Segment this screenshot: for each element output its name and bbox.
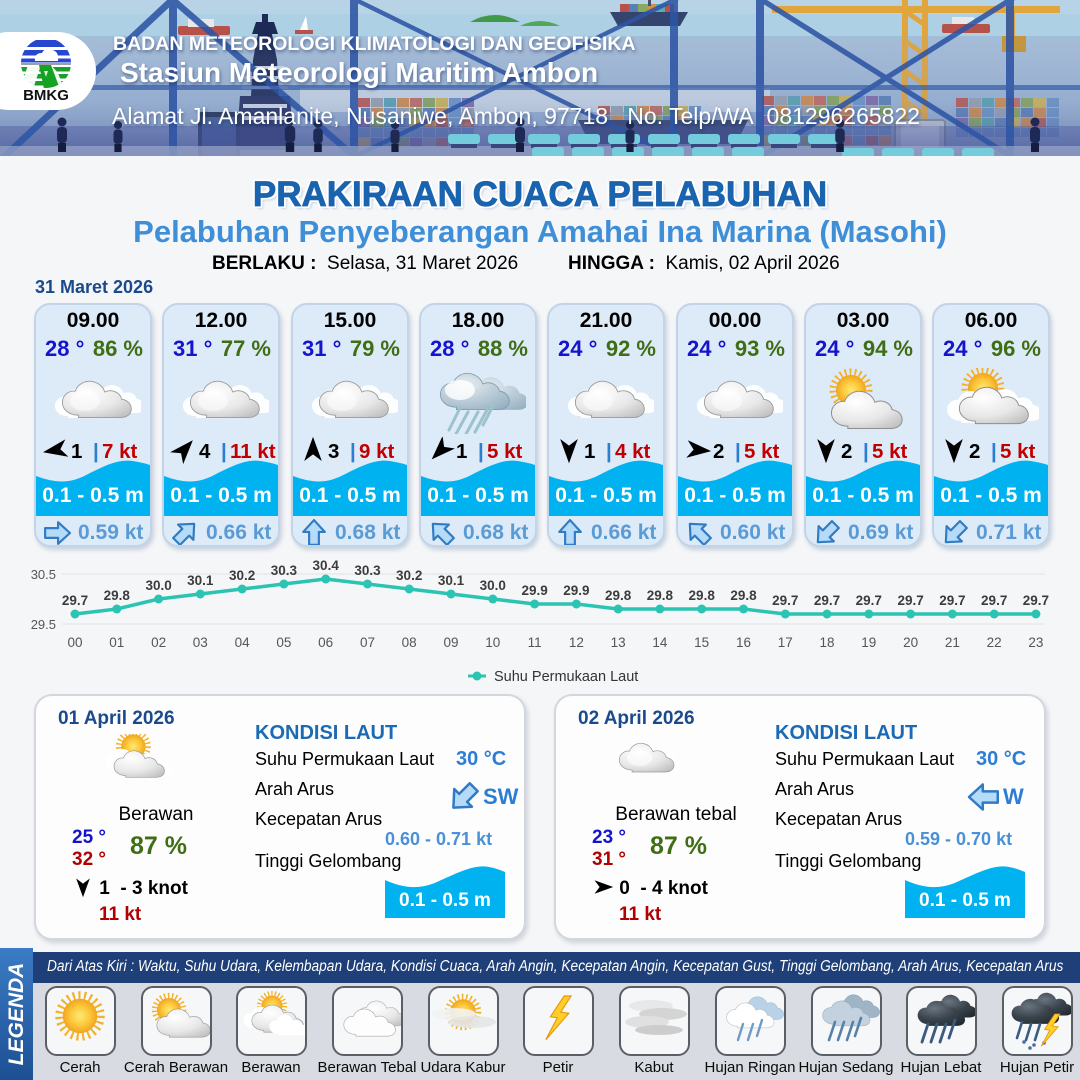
svg-text:|: | bbox=[221, 440, 227, 463]
svg-text:29.8: 29.8 bbox=[647, 588, 674, 603]
svg-text:29.7: 29.7 bbox=[1023, 593, 1049, 608]
svg-text:29.9: 29.9 bbox=[563, 583, 589, 598]
svg-text:02: 02 bbox=[151, 635, 166, 650]
svg-text:5 kt: 5 kt bbox=[1000, 440, 1035, 463]
svg-text:30.4: 30.4 bbox=[313, 558, 340, 573]
svg-text:|: | bbox=[735, 440, 741, 463]
svg-text:11: 11 bbox=[528, 635, 542, 650]
svg-text:30.5: 30.5 bbox=[31, 567, 56, 582]
svg-text:30.3: 30.3 bbox=[354, 563, 381, 578]
svg-text:29.7: 29.7 bbox=[62, 593, 88, 608]
svg-text:16: 16 bbox=[736, 635, 751, 650]
svg-text:|: | bbox=[93, 440, 99, 463]
svg-text:29.7: 29.7 bbox=[772, 593, 798, 608]
svg-text:17: 17 bbox=[778, 635, 793, 650]
svg-text:22: 22 bbox=[987, 635, 1002, 650]
svg-text:29.7: 29.7 bbox=[856, 593, 882, 608]
svg-text:29.8: 29.8 bbox=[730, 588, 757, 603]
svg-text:29.9: 29.9 bbox=[521, 583, 547, 598]
svg-text:10: 10 bbox=[485, 635, 500, 650]
svg-text:11 kt: 11 kt bbox=[230, 440, 276, 463]
svg-text:2: 2 bbox=[713, 440, 724, 463]
svg-text:13: 13 bbox=[611, 635, 626, 650]
svg-text:1: 1 bbox=[71, 440, 82, 463]
svg-text:20: 20 bbox=[903, 635, 918, 650]
svg-text:3: 3 bbox=[328, 440, 339, 463]
svg-text:19: 19 bbox=[861, 635, 876, 650]
svg-text:30.2: 30.2 bbox=[229, 568, 255, 583]
svg-text:00: 00 bbox=[67, 635, 82, 650]
svg-text:08: 08 bbox=[402, 635, 417, 650]
svg-text:15: 15 bbox=[694, 635, 709, 650]
svg-text:7 kt: 7 kt bbox=[102, 440, 137, 463]
svg-text:30.0: 30.0 bbox=[480, 578, 506, 593]
svg-text:18: 18 bbox=[819, 635, 834, 650]
svg-text:21: 21 bbox=[945, 635, 960, 650]
svg-text:|: | bbox=[991, 440, 997, 463]
svg-text:29.7: 29.7 bbox=[814, 593, 840, 608]
svg-text:4 kt: 4 kt bbox=[615, 440, 650, 463]
svg-text:2: 2 bbox=[969, 440, 980, 463]
svg-text:4: 4 bbox=[199, 440, 211, 463]
svg-text:29.8: 29.8 bbox=[605, 588, 632, 603]
svg-text:23: 23 bbox=[1028, 635, 1043, 650]
svg-text:30.1: 30.1 bbox=[187, 573, 214, 588]
svg-text:29.7: 29.7 bbox=[939, 593, 965, 608]
svg-text:29.7: 29.7 bbox=[981, 593, 1007, 608]
svg-text:09: 09 bbox=[443, 635, 458, 650]
svg-text:5 kt: 5 kt bbox=[487, 440, 522, 463]
svg-text:29.5: 29.5 bbox=[31, 617, 56, 632]
svg-text:07: 07 bbox=[360, 635, 375, 650]
svg-text:04: 04 bbox=[235, 635, 251, 650]
svg-text:30.3: 30.3 bbox=[271, 563, 298, 578]
svg-text:03: 03 bbox=[193, 635, 208, 650]
svg-text:Suhu Permukaan Laut: Suhu Permukaan Laut bbox=[494, 669, 638, 685]
svg-text:|: | bbox=[606, 440, 612, 463]
svg-text:1: 1 bbox=[584, 440, 595, 463]
svg-text:9 kt: 9 kt bbox=[359, 440, 394, 463]
svg-text:0.1 - 0.5 m: 0.1 - 0.5 m bbox=[399, 890, 491, 911]
svg-text:14: 14 bbox=[652, 635, 668, 650]
svg-text:06: 06 bbox=[318, 635, 333, 650]
svg-text:|: | bbox=[478, 440, 484, 463]
svg-text:BMKG: BMKG bbox=[23, 87, 69, 103]
svg-text:30.0: 30.0 bbox=[145, 578, 171, 593]
svg-text:5 kt: 5 kt bbox=[872, 440, 907, 463]
svg-text:|: | bbox=[350, 440, 356, 463]
svg-text:|: | bbox=[863, 440, 869, 463]
svg-text:29.7: 29.7 bbox=[897, 593, 923, 608]
svg-text:01: 01 bbox=[109, 635, 124, 650]
svg-text:0.1 - 0.5 m: 0.1 - 0.5 m bbox=[919, 890, 1011, 911]
svg-text:29.8: 29.8 bbox=[104, 588, 131, 603]
svg-text:1: 1 bbox=[456, 440, 467, 463]
svg-text:30.1: 30.1 bbox=[438, 573, 465, 588]
svg-text:2: 2 bbox=[841, 440, 852, 463]
svg-text:12: 12 bbox=[569, 635, 584, 650]
svg-text:30.2: 30.2 bbox=[396, 568, 422, 583]
svg-text:5 kt: 5 kt bbox=[744, 440, 779, 463]
svg-text:05: 05 bbox=[276, 635, 291, 650]
svg-text:29.8: 29.8 bbox=[689, 588, 716, 603]
